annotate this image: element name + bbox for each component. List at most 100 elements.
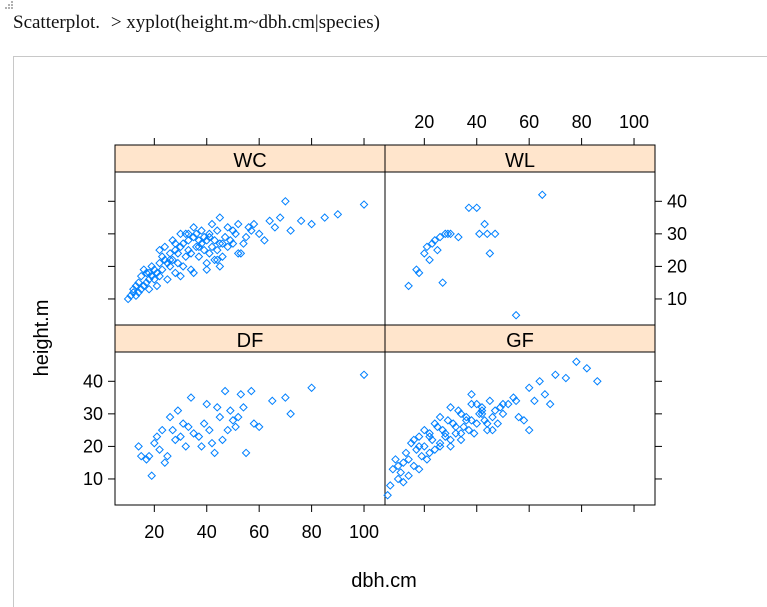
- data-point: [173, 406, 183, 415]
- data-point: [155, 245, 164, 255]
- x-tick-label-top: 40: [467, 112, 487, 132]
- plot-frame: [13, 56, 767, 607]
- panel-wc: WC: [114, 144, 386, 326]
- data-point: [270, 223, 280, 232]
- data-point: [163, 275, 172, 284]
- data-point: [131, 281, 141, 291]
- data-point: [205, 229, 214, 239]
- data-point: [163, 451, 172, 461]
- data-point: [194, 252, 204, 261]
- panel-gf: GF: [383, 324, 656, 506]
- data-point: [393, 461, 403, 471]
- strip-label-wl: WL: [505, 150, 535, 172]
- data-point: [202, 265, 212, 274]
- data-point: [184, 229, 193, 239]
- data-point: [226, 406, 235, 415]
- data-point: [218, 435, 227, 445]
- axes-layer: 20 20 40 40 60 60 80 80 100 100 10 10 20 20 30 30 40 40: [83, 112, 687, 542]
- data-point: [210, 448, 219, 458]
- data-point: [440, 429, 450, 438]
- data-point: [414, 268, 424, 278]
- panels-layer: WC WL DF GF: [114, 144, 656, 506]
- data-point: [220, 232, 230, 242]
- x-tick-label-top: 100: [619, 112, 649, 132]
- data-point: [129, 284, 138, 294]
- caption-code: > xyplot(height.m~dbh.cm|species): [110, 12, 380, 33]
- y-tick-label-left: 20: [83, 436, 103, 456]
- data-point: [215, 239, 225, 248]
- y-tick-label-left: 30: [83, 404, 103, 424]
- data-point: [393, 474, 403, 484]
- data-point: [202, 236, 212, 245]
- data-point: [485, 396, 495, 406]
- data-point: [136, 284, 146, 294]
- data-point: [189, 429, 198, 438]
- data-point: [170, 268, 180, 278]
- data-point: [173, 249, 183, 258]
- data-point: [212, 245, 222, 255]
- caption-label: Scatterplot.: [13, 12, 101, 33]
- data-point: [160, 242, 170, 252]
- data-point: [134, 442, 143, 451]
- data-point: [333, 210, 343, 219]
- data-point: [215, 412, 225, 422]
- x-tick-label-bottom: 60: [249, 522, 269, 542]
- data-point: [425, 448, 434, 458]
- resize-grip-icon[interactable]: [0, 0, 14, 12]
- data-point: [435, 412, 445, 422]
- data-point: [123, 294, 133, 304]
- data-point: [422, 455, 432, 464]
- data-point: [142, 455, 151, 464]
- strip-label-df: DF: [237, 330, 264, 352]
- data-point: [406, 438, 416, 448]
- data-point: [493, 419, 503, 428]
- data-point: [561, 373, 571, 383]
- data-point: [396, 468, 406, 477]
- data-point: [147, 471, 157, 481]
- data-point: [530, 396, 539, 406]
- data-point: [144, 451, 154, 461]
- data-point: [186, 393, 196, 402]
- data-point: [307, 219, 316, 229]
- data-point: [281, 196, 290, 206]
- data-point: [131, 291, 141, 301]
- y-axis-label: height.m: [31, 300, 53, 377]
- data-point: [254, 229, 264, 239]
- data-point: [223, 425, 233, 435]
- data-point: [168, 255, 177, 265]
- strip-wc: [114, 144, 386, 173]
- data-point: [136, 451, 146, 461]
- data-point: [181, 229, 191, 239]
- data-point: [210, 236, 219, 245]
- data-point: [218, 239, 227, 248]
- points-df: [134, 370, 369, 481]
- data-point: [207, 219, 217, 229]
- data-point: [178, 239, 188, 248]
- data-point: [420, 442, 429, 451]
- data-point: [477, 406, 487, 415]
- data-point: [168, 425, 177, 435]
- data-point: [490, 229, 500, 239]
- y-tick-label-right: 20: [667, 256, 687, 276]
- data-point: [241, 448, 251, 458]
- data-point: [215, 213, 225, 222]
- data-point: [218, 252, 227, 261]
- data-point: [199, 245, 209, 255]
- data-point: [412, 445, 421, 454]
- data-point: [446, 229, 455, 239]
- data-point: [425, 255, 434, 265]
- data-point: [134, 278, 143, 287]
- data-point: [593, 376, 602, 386]
- data-point: [296, 216, 306, 226]
- data-point: [212, 255, 222, 265]
- data-point: [383, 490, 392, 500]
- data-point: [524, 425, 534, 435]
- data-point: [514, 412, 523, 422]
- data-point: [404, 471, 413, 481]
- data-point: [170, 239, 180, 248]
- data-point: [482, 419, 492, 428]
- data-point: [435, 442, 445, 451]
- data-point: [184, 236, 193, 245]
- data-point: [537, 190, 547, 200]
- data-point: [391, 455, 400, 464]
